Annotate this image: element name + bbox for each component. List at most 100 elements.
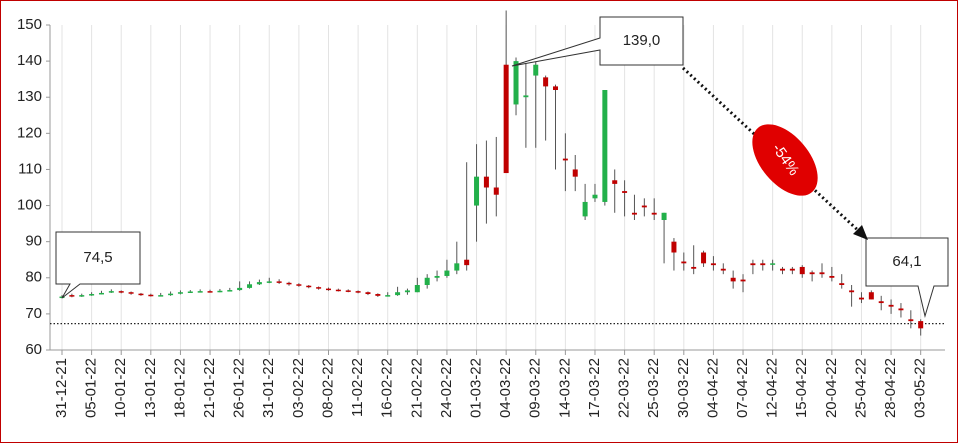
candle-body [79, 295, 85, 297]
candle-body [681, 261, 687, 264]
candle-body [335, 289, 341, 292]
candle-body [780, 268, 786, 271]
candle-body [612, 180, 618, 184]
candle-body [651, 212, 657, 215]
arrow-head [853, 225, 868, 240]
y-tick-label: 110 [18, 160, 42, 177]
candle-body [89, 294, 95, 296]
candle-body [424, 277, 430, 285]
x-tick-label: 12-04-22 [764, 358, 781, 418]
candle-body [454, 263, 460, 271]
candle-body [878, 301, 884, 304]
x-tick-label: 11-02-22 [349, 358, 366, 417]
candle-body [266, 281, 272, 283]
candle-body [444, 270, 450, 276]
candle-body [138, 293, 144, 296]
candle-body [306, 285, 312, 288]
y-tick-label: 120 [17, 124, 42, 141]
x-tick-label: 14-03-22 [556, 358, 573, 418]
x-tick-label: 20-04-22 [823, 358, 840, 418]
candle-body [868, 292, 874, 300]
x-tick-label: 16-02-22 [379, 358, 396, 418]
x-tick-label: 22-03-22 [616, 358, 633, 418]
candle-body [888, 304, 894, 307]
candle-body [493, 187, 499, 195]
candle-body [217, 290, 223, 293]
x-tick-label: 09-03-22 [527, 358, 544, 418]
x-tick-label: 03-05-22 [912, 358, 929, 418]
badge [752, 124, 818, 196]
candle-body [365, 292, 371, 295]
callout-box [865, 237, 949, 318]
candle-body [572, 169, 578, 177]
x-tick-label: 13-01-22 [142, 358, 159, 418]
candle-body [789, 268, 795, 271]
candle-body [128, 292, 134, 294]
x-tick-label: 31-01-22 [260, 358, 277, 418]
x-tick-label: 21-02-22 [408, 358, 425, 418]
candle-body [247, 284, 253, 288]
candle-body [691, 266, 697, 269]
candle-body [434, 275, 440, 278]
x-tick-label: 04-03-22 [497, 358, 514, 418]
candle-body [197, 291, 203, 293]
candle-body [108, 291, 114, 293]
trend-arrow [681, 66, 864, 236]
candle-body [237, 287, 243, 291]
candle-body [918, 321, 924, 329]
candle-body [543, 77, 549, 87]
candle-body [829, 275, 835, 278]
candle-body [582, 201, 588, 217]
y-tick-label: 80 [25, 269, 42, 286]
x-tick-label: 26-01-22 [231, 358, 248, 418]
x-tick-label: 04-04-22 [704, 358, 721, 418]
candle-body [622, 191, 628, 193]
x-tick-label: 01-03-22 [468, 358, 485, 418]
candle-body [760, 263, 766, 266]
candle-body [69, 295, 75, 297]
candle-body [523, 95, 529, 98]
candle-body [187, 291, 193, 293]
candle-body [118, 291, 124, 293]
candle-body [276, 281, 282, 283]
candle-body [602, 90, 608, 202]
x-tick-label: 18-01-22 [171, 358, 188, 418]
y-tick-label: 60 [25, 341, 42, 358]
candle-body [325, 288, 331, 291]
candle-body [513, 61, 519, 105]
candle-body [849, 290, 855, 293]
x-tick-label: 05-01-22 [83, 358, 100, 418]
callout-box [511, 16, 684, 67]
candle-body [641, 205, 647, 208]
candle-body [553, 86, 558, 90]
candle-body [414, 285, 420, 293]
x-tick-label: 10-01-22 [112, 358, 129, 418]
candle-body [750, 263, 756, 266]
candle-body [227, 290, 233, 292]
candle-body [168, 293, 174, 296]
candle-body [98, 292, 104, 295]
candle-body [730, 277, 736, 282]
x-tick-label: 15-04-22 [793, 358, 810, 418]
y-tick-label: 140 [17, 52, 42, 69]
candle-body [286, 282, 292, 285]
candle-body [483, 176, 489, 188]
candle-body [177, 292, 183, 294]
callout-text: 64,1 [892, 253, 921, 270]
x-tick-label: 03-02-22 [290, 358, 307, 418]
candle-body [503, 64, 509, 174]
x-tick-label: 07-04-22 [734, 358, 751, 418]
x-tick-label: 24-02-22 [438, 358, 455, 418]
callout-box [55, 231, 141, 299]
callout-text: 139,0 [623, 32, 661, 49]
candle-body [207, 291, 213, 293]
candle-body [404, 290, 410, 293]
candle-body [819, 272, 825, 275]
candle-body [701, 252, 707, 264]
candle-body [908, 319, 914, 322]
x-tick-label: 25-03-22 [645, 358, 662, 418]
candle-body [809, 272, 815, 275]
